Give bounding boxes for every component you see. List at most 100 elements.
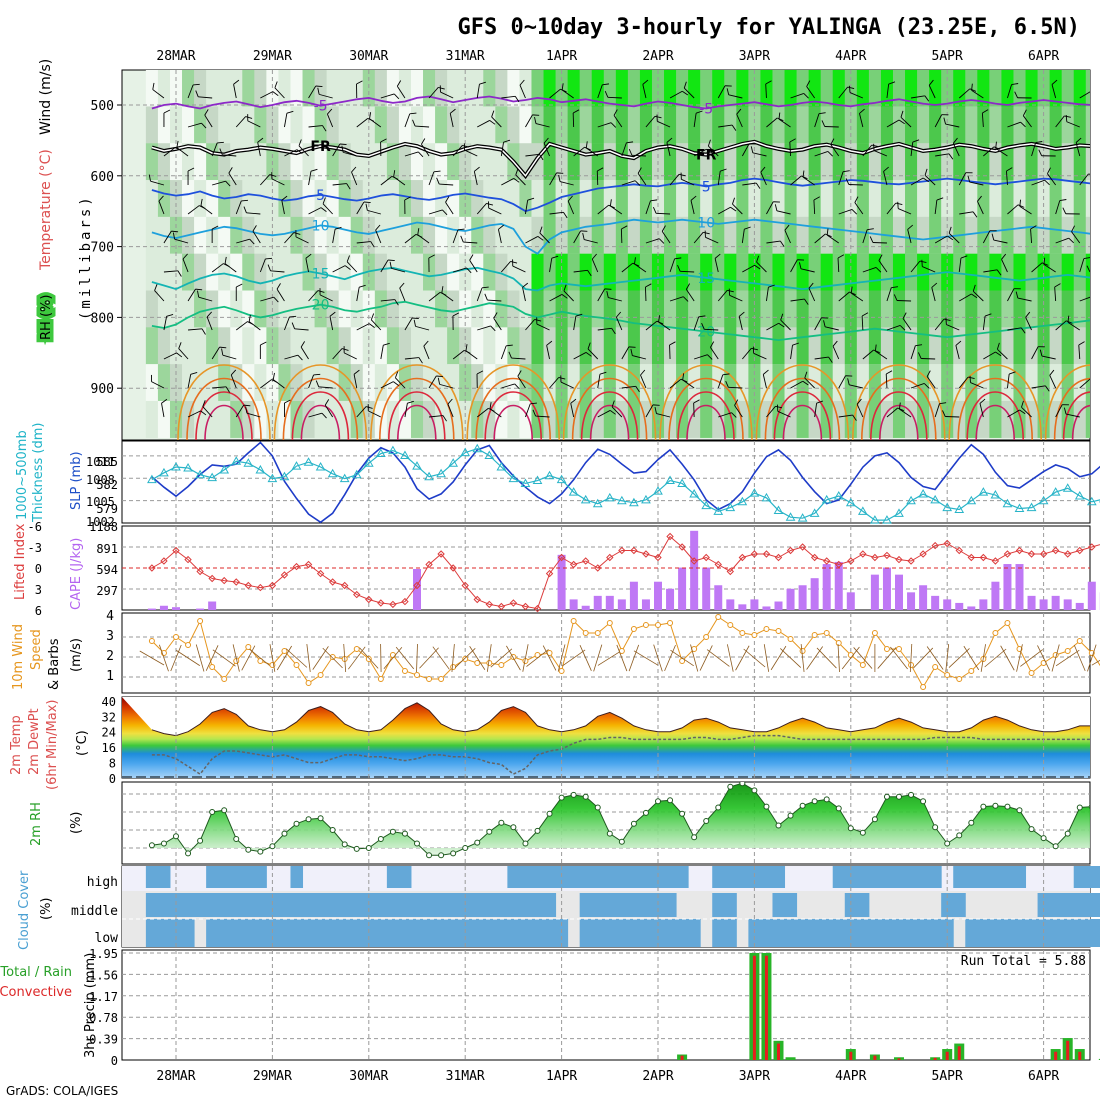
wind10-barb (670, 649, 694, 667)
wind10-barb (205, 645, 219, 671)
wind10-barb (593, 644, 603, 672)
humidity-cell (1025, 364, 1039, 402)
cloud-cell (290, 893, 304, 917)
wind-barb (969, 375, 984, 389)
cloud-cell (724, 919, 737, 947)
humidity-cell (917, 253, 930, 291)
wind-barb (806, 80, 816, 99)
rh2m-marker (341, 841, 348, 848)
wind-barb (489, 402, 502, 418)
lifted-index-marker (798, 543, 807, 551)
wind-barb (573, 352, 592, 360)
thickness-tick-label: 582 (96, 478, 118, 492)
wind-barb (838, 291, 856, 302)
humidity-cell (664, 180, 677, 218)
wind-barb (983, 146, 1001, 157)
lifted-index-marker (919, 550, 927, 558)
wind10-barb (763, 644, 770, 672)
temp2m-tick-label: 32 (102, 710, 116, 724)
wind-barb (717, 168, 727, 186)
humidity-cell (905, 327, 918, 365)
wind-barb (197, 290, 213, 302)
wind-barb (332, 226, 342, 244)
cloud-cell (639, 919, 653, 947)
cloud-cell (965, 866, 978, 888)
wind-barb (1025, 311, 1032, 331)
humidity-cell (386, 216, 400, 254)
lifted-index-marker (521, 602, 530, 611)
thickness-marker (207, 472, 218, 482)
rh2m-fill (151, 783, 1090, 856)
lifted-index-marker (871, 553, 879, 562)
humidity-cell (398, 180, 412, 218)
wind-barb (838, 209, 858, 215)
wind-barb (591, 253, 599, 273)
rh2m-marker (233, 836, 240, 842)
wind-barb (235, 283, 243, 301)
humidity-cell (290, 364, 304, 402)
humidity-cell (254, 180, 267, 218)
date-label-top: 3APR (739, 49, 770, 64)
wind-barb (1007, 204, 1025, 215)
lifted-index-marker (835, 560, 843, 569)
wind10-barb (980, 644, 986, 672)
wind-barb (780, 313, 791, 331)
lifted-index-marker (461, 581, 469, 590)
humidity-cell (194, 327, 207, 365)
humidity-cell (820, 143, 834, 181)
humidity-cell (398, 400, 412, 438)
wind10-marker (570, 618, 577, 624)
wind-barb (979, 398, 986, 418)
humidity-cell (977, 216, 990, 254)
humidity-cell (290, 70, 304, 107)
wind-barb (682, 373, 695, 389)
humidity-cell (688, 253, 701, 291)
temperature-contour (589, 404, 630, 440)
wind-barb (774, 204, 791, 215)
humidity-cell (519, 290, 533, 328)
freezing-level-line-inner (151, 141, 1090, 178)
wind-barb (404, 357, 423, 364)
lifted-index-marker (883, 551, 891, 560)
wind10-marker (1004, 620, 1011, 626)
precip-conv-bar (849, 1051, 853, 1060)
lifted-index-marker (678, 543, 686, 551)
wind-barb (982, 230, 997, 244)
wind-barb (295, 230, 309, 244)
wind-barb (380, 299, 399, 306)
wind10-barb (232, 644, 240, 672)
humidity-cell (856, 327, 870, 365)
humidity-cell (519, 253, 533, 291)
humidity-cell (519, 70, 533, 107)
humidity-cell (471, 216, 484, 254)
temperature-contour (966, 391, 1024, 440)
wind10-marker (859, 662, 866, 668)
wind-barb (1007, 121, 1026, 128)
wind-barb (958, 172, 973, 186)
wind-barb (1022, 109, 1032, 128)
li-tick-label: 0 (35, 562, 42, 576)
humidity-cell (278, 290, 292, 328)
humidity-cell (398, 253, 412, 291)
wind10-barb (909, 643, 913, 673)
humidity-cell (543, 216, 557, 254)
cloud-cell (230, 866, 243, 888)
cloud-cell (796, 919, 810, 947)
humidity-cell (712, 216, 725, 254)
humidity-cell (350, 106, 364, 144)
cape-bar (172, 607, 180, 610)
humidity-cell (194, 364, 207, 402)
cloud-cell (772, 893, 786, 917)
humidity-cell (278, 216, 292, 254)
cloud-cell (784, 893, 798, 917)
cloud-cell (627, 866, 641, 888)
wind-barb (756, 255, 767, 273)
cloud-cell (398, 919, 412, 947)
humidity-cell (989, 327, 1003, 365)
humidity-cell (278, 253, 292, 291)
wind-barb (934, 197, 944, 215)
wind10-barb (735, 645, 750, 671)
thickness-marker (918, 489, 928, 498)
thickness-marker (424, 471, 434, 481)
wind-barb (955, 340, 962, 360)
